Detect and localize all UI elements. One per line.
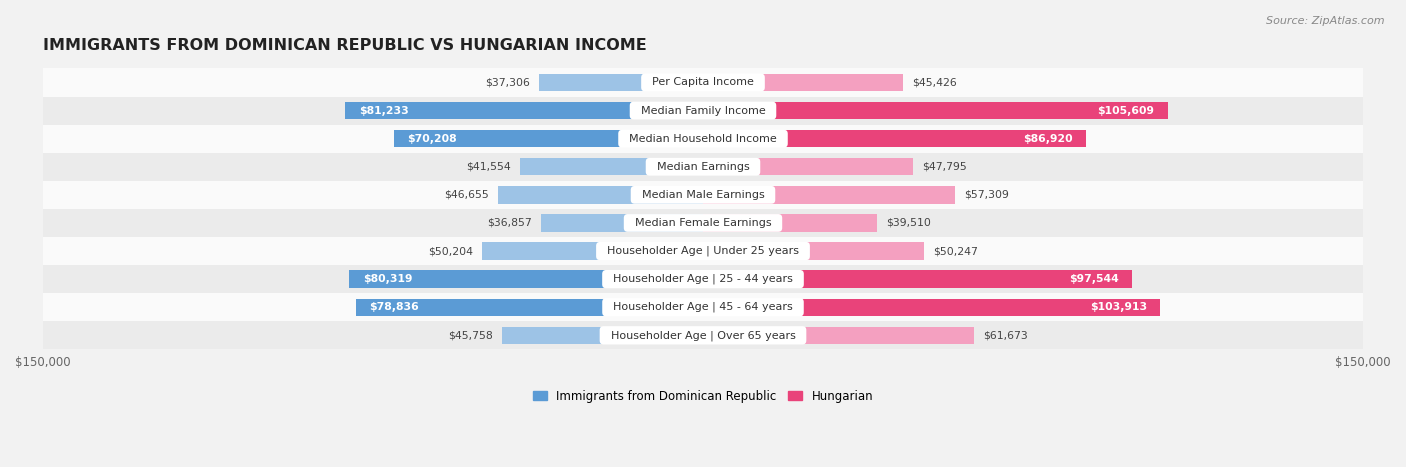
Bar (703, 130, 1085, 148)
Text: $39,510: $39,510 (886, 218, 931, 228)
Text: $81,233: $81,233 (359, 106, 408, 115)
Bar (703, 186, 955, 204)
Bar (703, 326, 974, 344)
Text: Median Female Earnings: Median Female Earnings (627, 218, 779, 228)
Text: Median Household Income: Median Household Income (621, 134, 785, 144)
Bar (42, 181, 1364, 209)
Text: $50,247: $50,247 (934, 246, 977, 256)
Bar (346, 102, 703, 119)
Bar (703, 74, 903, 91)
Text: Median Male Earnings: Median Male Earnings (634, 190, 772, 200)
Legend: Immigrants from Dominican Republic, Hungarian: Immigrants from Dominican Republic, Hung… (527, 385, 879, 407)
Bar (42, 293, 1364, 321)
Text: $50,204: $50,204 (429, 246, 474, 256)
Text: Median Family Income: Median Family Income (634, 106, 772, 115)
Text: $105,609: $105,609 (1098, 106, 1154, 115)
Bar (42, 125, 1364, 153)
Text: $78,836: $78,836 (370, 302, 419, 312)
Bar (498, 186, 703, 204)
Text: $70,208: $70,208 (408, 134, 457, 144)
Bar (703, 214, 877, 232)
Text: Householder Age | Under 25 years: Householder Age | Under 25 years (600, 246, 806, 256)
Text: IMMIGRANTS FROM DOMINICAN REPUBLIC VS HUNGARIAN INCOME: IMMIGRANTS FROM DOMINICAN REPUBLIC VS HU… (42, 38, 647, 53)
Text: $61,673: $61,673 (983, 330, 1028, 340)
Bar (42, 265, 1364, 293)
Bar (703, 270, 1132, 288)
Bar (42, 321, 1364, 349)
Text: $86,920: $86,920 (1022, 134, 1073, 144)
Bar (356, 298, 703, 316)
Text: Per Capita Income: Per Capita Income (645, 78, 761, 87)
Bar (482, 242, 703, 260)
Text: $103,913: $103,913 (1090, 302, 1147, 312)
Text: $57,309: $57,309 (965, 190, 1010, 200)
Text: Householder Age | 25 - 44 years: Householder Age | 25 - 44 years (606, 274, 800, 284)
Text: Householder Age | Over 65 years: Householder Age | Over 65 years (603, 330, 803, 340)
Bar (520, 158, 703, 176)
Text: $97,544: $97,544 (1070, 274, 1119, 284)
Bar (703, 298, 1160, 316)
Text: $80,319: $80,319 (363, 274, 412, 284)
Bar (350, 270, 703, 288)
Bar (42, 237, 1364, 265)
Text: $41,554: $41,554 (467, 162, 512, 172)
Text: Householder Age | 45 - 64 years: Householder Age | 45 - 64 years (606, 302, 800, 312)
Text: Median Earnings: Median Earnings (650, 162, 756, 172)
Text: $45,758: $45,758 (449, 330, 494, 340)
Bar (502, 326, 703, 344)
Bar (538, 74, 703, 91)
Text: $46,655: $46,655 (444, 190, 489, 200)
Bar (42, 153, 1364, 181)
Text: $45,426: $45,426 (911, 78, 956, 87)
Text: Source: ZipAtlas.com: Source: ZipAtlas.com (1267, 16, 1385, 26)
Bar (42, 209, 1364, 237)
Bar (703, 102, 1168, 119)
Text: $36,857: $36,857 (488, 218, 531, 228)
Bar (541, 214, 703, 232)
Bar (42, 97, 1364, 125)
Bar (394, 130, 703, 148)
Bar (703, 158, 914, 176)
Bar (703, 242, 924, 260)
Text: $37,306: $37,306 (485, 78, 530, 87)
Text: $47,795: $47,795 (922, 162, 967, 172)
Bar (42, 69, 1364, 97)
